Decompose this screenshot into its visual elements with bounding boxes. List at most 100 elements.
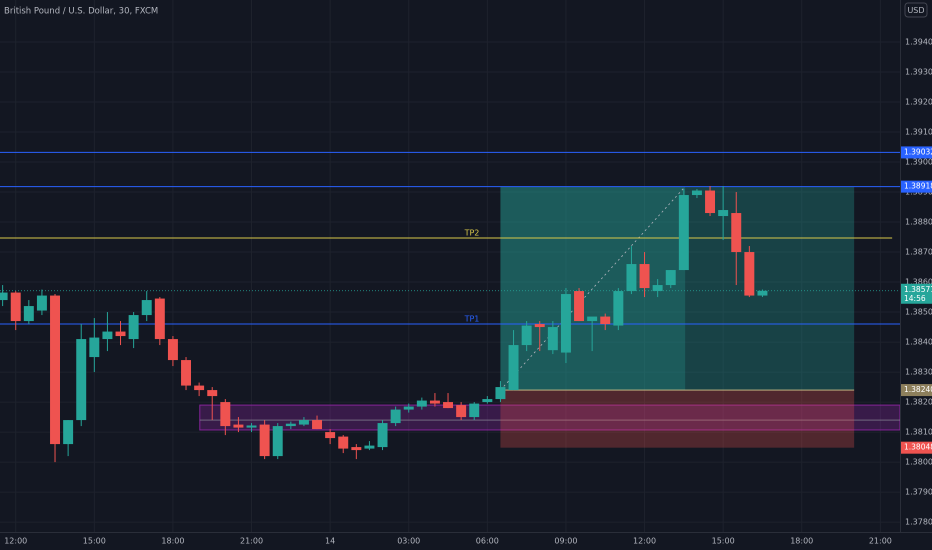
y-tick-label: 1.38500 xyxy=(905,308,932,317)
x-tick-label: 09:00 xyxy=(554,537,577,546)
countdown-label: 14:56 xyxy=(904,294,926,303)
candle-body xyxy=(600,316,611,325)
candle-body xyxy=(36,295,47,311)
x-tick-label: 03:00 xyxy=(397,537,420,546)
y-tick-label: 1.38800 xyxy=(905,218,932,227)
path-line xyxy=(500,186,686,391)
candle-body xyxy=(338,436,349,449)
price-tag xyxy=(901,283,932,304)
candle-body xyxy=(691,190,702,196)
candle-body xyxy=(76,339,87,421)
level-text: TP1 xyxy=(464,315,480,324)
candle-body xyxy=(547,327,558,351)
candle-body xyxy=(285,423,296,427)
target-zone xyxy=(500,186,855,391)
y-tick-label: 1.39100 xyxy=(905,128,932,137)
y-tick-label: 1.38400 xyxy=(905,338,932,347)
candle-body xyxy=(521,325,532,346)
stop-zone xyxy=(500,390,855,448)
x-tick-label: 06:00 xyxy=(476,537,499,546)
chart-title: British Pound / U.S. Dollar, 30, FXCM xyxy=(4,7,158,17)
y-tick-label: 1.39400 xyxy=(905,38,932,47)
candle-body xyxy=(652,285,663,292)
candle-body xyxy=(587,316,598,322)
candle-body xyxy=(298,420,309,425)
candle-body xyxy=(154,298,165,340)
price-tag-label: 1.39032 xyxy=(904,147,932,156)
candle-body xyxy=(23,306,34,322)
candle-body xyxy=(574,291,585,322)
price-tag-label: 1.38571 xyxy=(904,285,932,294)
candle-body xyxy=(181,360,192,386)
y-tick-label: 1.37900 xyxy=(905,488,932,497)
candle-body xyxy=(89,337,100,358)
candle-body xyxy=(312,420,323,430)
price-tag-label: 1.38240 xyxy=(904,385,932,394)
candle-body xyxy=(167,339,178,361)
candles xyxy=(0,186,768,463)
candle-body xyxy=(429,400,440,404)
candle-body xyxy=(272,426,283,457)
candle-body xyxy=(757,290,768,296)
price-tag xyxy=(901,384,932,397)
x-tick-label: 15:00 xyxy=(83,537,106,546)
y-tick-label: 1.38000 xyxy=(905,458,932,467)
x-tick-label: 12:00 xyxy=(633,537,656,546)
candle-body xyxy=(403,406,414,410)
x-tick-label: 15:00 xyxy=(712,537,735,546)
candle-body xyxy=(443,402,454,409)
currency-box[interactable] xyxy=(904,2,928,18)
candle-body xyxy=(731,213,742,253)
level-text: TP2 xyxy=(464,228,480,237)
y-tick-label: 1.38100 xyxy=(905,428,932,437)
y-tick-label: 1.39200 xyxy=(905,98,932,107)
candle-body xyxy=(482,399,493,403)
currency-label[interactable]: USD xyxy=(907,6,924,15)
y-tick-label: 1.38200 xyxy=(905,398,932,407)
drawings: TP2 TP1 xyxy=(0,151,901,448)
candle-body xyxy=(508,345,519,391)
x-tick-label: 18:00 xyxy=(161,537,184,546)
y-tick-label: 1.38700 xyxy=(905,248,932,257)
x-tick-label: 18:00 xyxy=(790,537,813,546)
candle-body xyxy=(678,195,689,271)
candle-body xyxy=(220,402,231,427)
candle-body xyxy=(102,331,113,340)
y-tick-label: 1.39000 xyxy=(905,158,932,167)
candle-body xyxy=(141,300,152,316)
y-tick-label: 1.37800 xyxy=(905,518,932,527)
y-tick-label: 1.39300 xyxy=(905,68,932,77)
candle-body xyxy=(115,331,126,337)
x-tick-label: 12:00 xyxy=(4,537,27,546)
candle-body xyxy=(560,294,571,353)
x-tick-label: 14 xyxy=(325,537,335,546)
price-tag-label: 1.38048 xyxy=(904,443,932,452)
candle-body xyxy=(325,432,336,439)
candle-body xyxy=(613,291,624,326)
candle-body xyxy=(626,264,637,292)
candle-body xyxy=(351,447,362,451)
candle-body xyxy=(128,315,139,340)
candle-body xyxy=(194,385,205,391)
candle-body xyxy=(50,295,60,445)
price-tag xyxy=(901,441,932,454)
candle-body xyxy=(377,423,388,448)
candle-body xyxy=(233,424,244,428)
candle-body xyxy=(0,292,8,301)
x-tick-label: 21:00 xyxy=(869,537,892,546)
candle-body xyxy=(718,210,729,217)
candle-body xyxy=(665,270,676,286)
candle-body xyxy=(364,445,375,449)
candle-body xyxy=(639,264,650,289)
candle-body xyxy=(416,400,427,407)
candle-body xyxy=(705,190,716,214)
price-tag-label: 1.38918 xyxy=(904,182,932,191)
x-tick-label: 21:00 xyxy=(240,537,263,546)
candle-body xyxy=(207,390,218,397)
candle-body xyxy=(259,424,270,457)
candle-body xyxy=(534,324,545,328)
y-tick-label: 1.38600 xyxy=(905,278,932,287)
axes: 1.37800 1.37900 1.38000 1.38100 1.38200 1.383… xyxy=(4,38,932,546)
